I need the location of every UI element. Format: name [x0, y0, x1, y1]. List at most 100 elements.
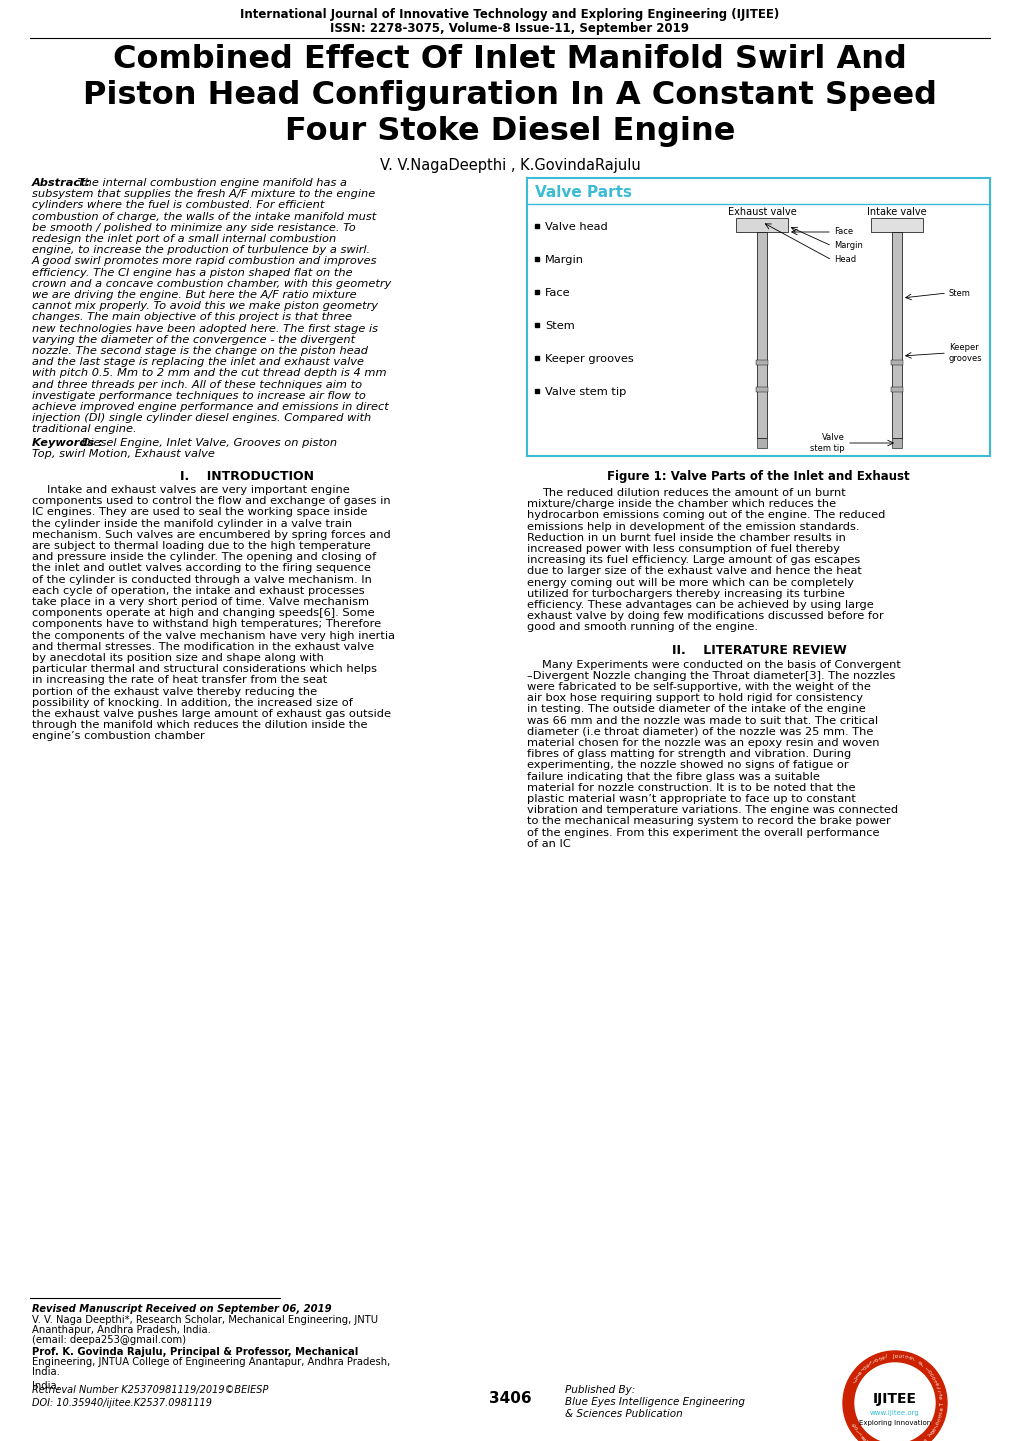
- Text: nozzle. The second stage is the change on the piston head: nozzle. The second stage is the change o…: [32, 346, 368, 356]
- Text: V. V.NagaDeepthi , K.GovindaRajulu: V. V.NagaDeepthi , K.GovindaRajulu: [379, 159, 640, 173]
- Text: DOI: 10.35940/ijitee.K2537.0981119: DOI: 10.35940/ijitee.K2537.0981119: [32, 1398, 212, 1408]
- Text: y: y: [926, 1431, 932, 1437]
- Text: were fabricated to be self-supportive, with the weight of the: were fabricated to be self-supportive, w…: [527, 682, 870, 692]
- Text: ISSN: 2278-3075, Volume-8 Issue-11, September 2019: ISSN: 2278-3075, Volume-8 Issue-11, Sept…: [330, 22, 689, 35]
- Text: cannot mix properly. To avoid this we make piston geometry: cannot mix properly. To avoid this we ma…: [32, 301, 378, 311]
- Text: n: n: [851, 1376, 857, 1382]
- Text: g: g: [850, 1422, 855, 1427]
- Bar: [755, 386, 767, 392]
- Text: Piston Head Configuration In A Constant Speed: Piston Head Configuration In A Constant …: [83, 81, 936, 111]
- Text: the exhaust valve pushes large amount of exhaust gas outside: the exhaust valve pushes large amount of…: [32, 709, 390, 719]
- Bar: [892, 232, 901, 438]
- Text: II.    LITERATURE REVIEW: II. LITERATURE REVIEW: [671, 644, 846, 657]
- Text: o: o: [916, 1360, 921, 1366]
- Text: utilized for turbochargers thereby increasing its turbine: utilized for turbochargers thereby incre…: [527, 589, 844, 599]
- Text: a: a: [934, 1382, 940, 1386]
- Text: components have to withstand high temperatures; Therefore: components have to withstand high temper…: [32, 620, 381, 630]
- Text: Valve Parts: Valve Parts: [535, 184, 632, 200]
- Text: e: e: [855, 1370, 861, 1376]
- Text: n: n: [904, 1355, 908, 1360]
- Text: t: t: [853, 1373, 859, 1378]
- Text: Face: Face: [834, 228, 852, 236]
- Text: be smooth / polished to minimize any side resistance. To: be smooth / polished to minimize any sid…: [32, 223, 356, 233]
- Text: by anecdotal its position size and shape along with: by anecdotal its position size and shape…: [32, 653, 324, 663]
- Text: of the engines. From this experiment the overall performance: of the engines. From this experiment the…: [527, 827, 878, 837]
- Text: I: I: [850, 1380, 855, 1383]
- Text: good and smooth running of the engine.: good and smooth running of the engine.: [527, 623, 757, 633]
- Text: g: g: [929, 1428, 934, 1434]
- Text: of an IC: of an IC: [527, 839, 571, 849]
- Text: Many Experiments were conducted on the basis of Convergent: Many Experiments were conducted on the b…: [541, 660, 900, 670]
- Text: engine, to increase the production of turbulence by a swirl.: engine, to increase the production of tu…: [32, 245, 370, 255]
- Text: l: l: [883, 1355, 887, 1359]
- Text: v: v: [932, 1379, 938, 1383]
- Text: hydrocarbon emissions coming out of the engine. The reduced: hydrocarbon emissions coming out of the …: [527, 510, 884, 520]
- Text: Figure 1: Valve Parts of the Inlet and Exhaust: Figure 1: Valve Parts of the Inlet and E…: [606, 470, 909, 483]
- Text: The reduced dilution reduces the amount of un burnt: The reduced dilution reduces the amount …: [541, 488, 845, 499]
- Text: air box hose requiring support to hold rigid for consistency: air box hose requiring support to hold r…: [527, 693, 862, 703]
- Text: investigate performance techniques to increase air flow to: investigate performance techniques to in…: [32, 391, 366, 401]
- Text: each cycle of operation, the intake and exhaust processes: each cycle of operation, the intake and …: [32, 586, 364, 595]
- Text: n: n: [860, 1365, 866, 1370]
- Bar: [891, 360, 902, 365]
- Text: h: h: [936, 1414, 943, 1418]
- Text: International Journal of Innovative Technology and Exploring Engineering (IJITEE: International Journal of Innovative Tech…: [240, 9, 779, 22]
- Text: particular thermal and structural considerations which helps: particular thermal and structural consid…: [32, 664, 377, 674]
- Text: failure indicating that the fibre glass was a suitable: failure indicating that the fibre glass …: [527, 771, 819, 781]
- Text: emissions help in development of the emission standards.: emissions help in development of the emi…: [527, 522, 859, 532]
- Text: I: I: [925, 1368, 929, 1372]
- Text: Ananthapur, Andhra Pradesh, India.: Ananthapur, Andhra Pradesh, India.: [32, 1326, 211, 1334]
- Text: the inlet and outlet valves according to the firing sequence: the inlet and outlet valves according to…: [32, 563, 371, 574]
- Text: Keeper
grooves: Keeper grooves: [948, 343, 981, 363]
- Text: The internal combustion engine manifold has a: The internal combustion engine manifold …: [74, 179, 346, 187]
- Text: c: c: [937, 1411, 943, 1414]
- Text: increased power with less consumption of fuel thereby: increased power with less consumption of…: [527, 545, 840, 553]
- Text: increasing its fuel efficiency. Large amount of gas escapes: increasing its fuel efficiency. Large am…: [527, 555, 859, 565]
- Text: t: t: [935, 1386, 942, 1389]
- Text: the cylinder inside the manifold cylinder in a valve train: the cylinder inside the manifold cylinde…: [32, 519, 352, 529]
- Text: Diesel Engine, Inlet Valve, Grooves on piston: Diesel Engine, Inlet Valve, Grooves on p…: [77, 438, 337, 448]
- Text: through the manifold which reduces the dilution inside the: through the manifold which reduces the d…: [32, 720, 367, 731]
- Text: o: o: [894, 1353, 897, 1359]
- Text: J: J: [891, 1353, 893, 1359]
- Text: changes. The main objective of this project is that three: changes. The main objective of this proj…: [32, 313, 352, 323]
- Text: exhaust valve by doing few modifications discussed before for: exhaust valve by doing few modifications…: [527, 611, 882, 621]
- Text: Intake valve: Intake valve: [866, 208, 926, 218]
- Text: Engineering, JNTUA College of Engineering Anantapur, Andhra Pradesh,: Engineering, JNTUA College of Engineerin…: [32, 1357, 390, 1368]
- Text: traditional engine.: traditional engine.: [32, 425, 137, 434]
- Text: Margin: Margin: [834, 242, 862, 251]
- Text: Exhaust valve: Exhaust valve: [727, 208, 796, 218]
- Text: n: n: [929, 1372, 934, 1378]
- Text: Margin: Margin: [544, 255, 584, 265]
- Text: material for nozzle construction. It is to be noted that the: material for nozzle construction. It is …: [527, 782, 855, 793]
- Text: n: n: [863, 1438, 868, 1441]
- Bar: [736, 218, 788, 232]
- Text: fibres of glass matting for strength and vibration. During: fibres of glass matting for strength and…: [527, 749, 851, 759]
- Text: was 66 mm and the nozzle was made to suit that. The critical: was 66 mm and the nozzle was made to sui…: [527, 716, 877, 726]
- Text: Abstract:: Abstract:: [32, 179, 91, 187]
- Text: Four Stoke Diesel Engine: Four Stoke Diesel Engine: [284, 115, 735, 147]
- Text: to the mechanical measuring system to record the brake power: to the mechanical measuring system to re…: [527, 817, 890, 826]
- Text: varying the diameter of the convergence - the divergent: varying the diameter of the convergence …: [32, 334, 355, 344]
- Text: material chosen for the nozzle was an epoxy resin and woven: material chosen for the nozzle was an ep…: [527, 738, 878, 748]
- Text: (email: deepa253@gmail.com): (email: deepa253@gmail.com): [32, 1334, 185, 1344]
- Circle shape: [842, 1352, 946, 1441]
- Text: Intake and exhaust valves are very important engine: Intake and exhaust valves are very impor…: [47, 486, 350, 496]
- Text: o: o: [934, 1419, 940, 1424]
- Text: n: n: [875, 1356, 880, 1362]
- Text: IC engines. They are used to seal the working space inside: IC engines. They are used to seal the wo…: [32, 507, 367, 517]
- Text: components used to control the flow and exchange of gases in: components used to control the flow and …: [32, 496, 390, 506]
- Text: and pressure inside the cylinder. The opening and closing of: and pressure inside the cylinder. The op…: [32, 552, 376, 562]
- Text: o: o: [872, 1357, 877, 1363]
- Bar: [527, 179, 989, 455]
- Text: mechanism. Such valves are encumbered by spring forces and: mechanism. Such valves are encumbered by…: [32, 530, 390, 540]
- Text: redesign the inlet port of a small internal combustion: redesign the inlet port of a small inter…: [32, 233, 336, 244]
- Text: India.: India.: [32, 1368, 60, 1378]
- Text: are subject to thermal loading due to the high temperature: are subject to thermal loading due to th…: [32, 540, 370, 550]
- Bar: [756, 438, 766, 448]
- Text: f: f: [919, 1363, 924, 1368]
- Text: Stem: Stem: [948, 288, 970, 297]
- Text: India.: India.: [32, 1380, 60, 1391]
- Text: r: r: [856, 1431, 861, 1435]
- Text: components operate at high and changing speeds[6]. Some: components operate at high and changing …: [32, 608, 374, 618]
